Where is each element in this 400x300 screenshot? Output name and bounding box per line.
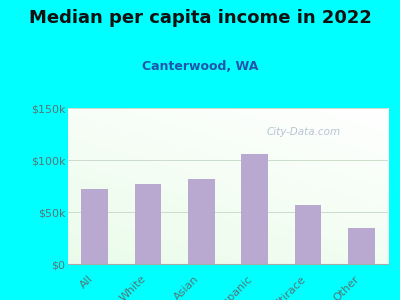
Bar (295, 205, 321, 264)
Text: Median per capita income in 2022: Median per capita income in 2022 (28, 9, 372, 27)
Bar (81, 189, 108, 264)
Text: City-Data.com: City-Data.com (266, 127, 340, 137)
Bar (241, 154, 268, 264)
Bar (348, 228, 375, 264)
Bar (135, 184, 161, 264)
Bar (188, 179, 215, 264)
Text: Canterwood, WA: Canterwood, WA (142, 60, 258, 73)
